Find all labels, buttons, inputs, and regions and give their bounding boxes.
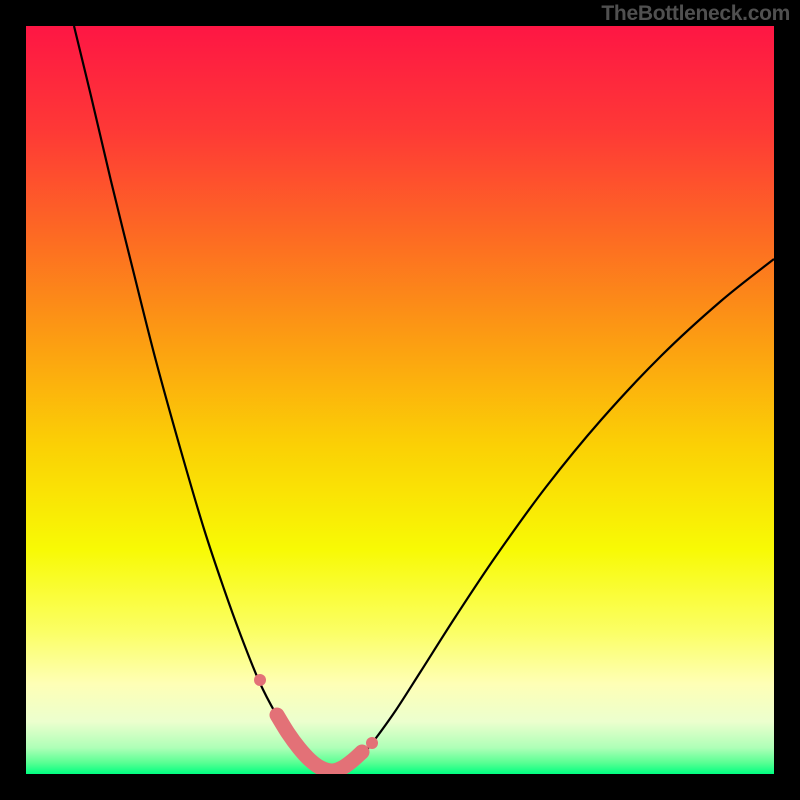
gradient-background (26, 26, 774, 774)
highlight-dot (366, 737, 378, 749)
chart-frame: TheBottleneck.com (0, 0, 800, 800)
watermark-text: TheBottleneck.com (601, 2, 790, 26)
plot-svg (26, 26, 774, 774)
plot-area (26, 26, 774, 774)
highlight-dot (254, 674, 266, 686)
